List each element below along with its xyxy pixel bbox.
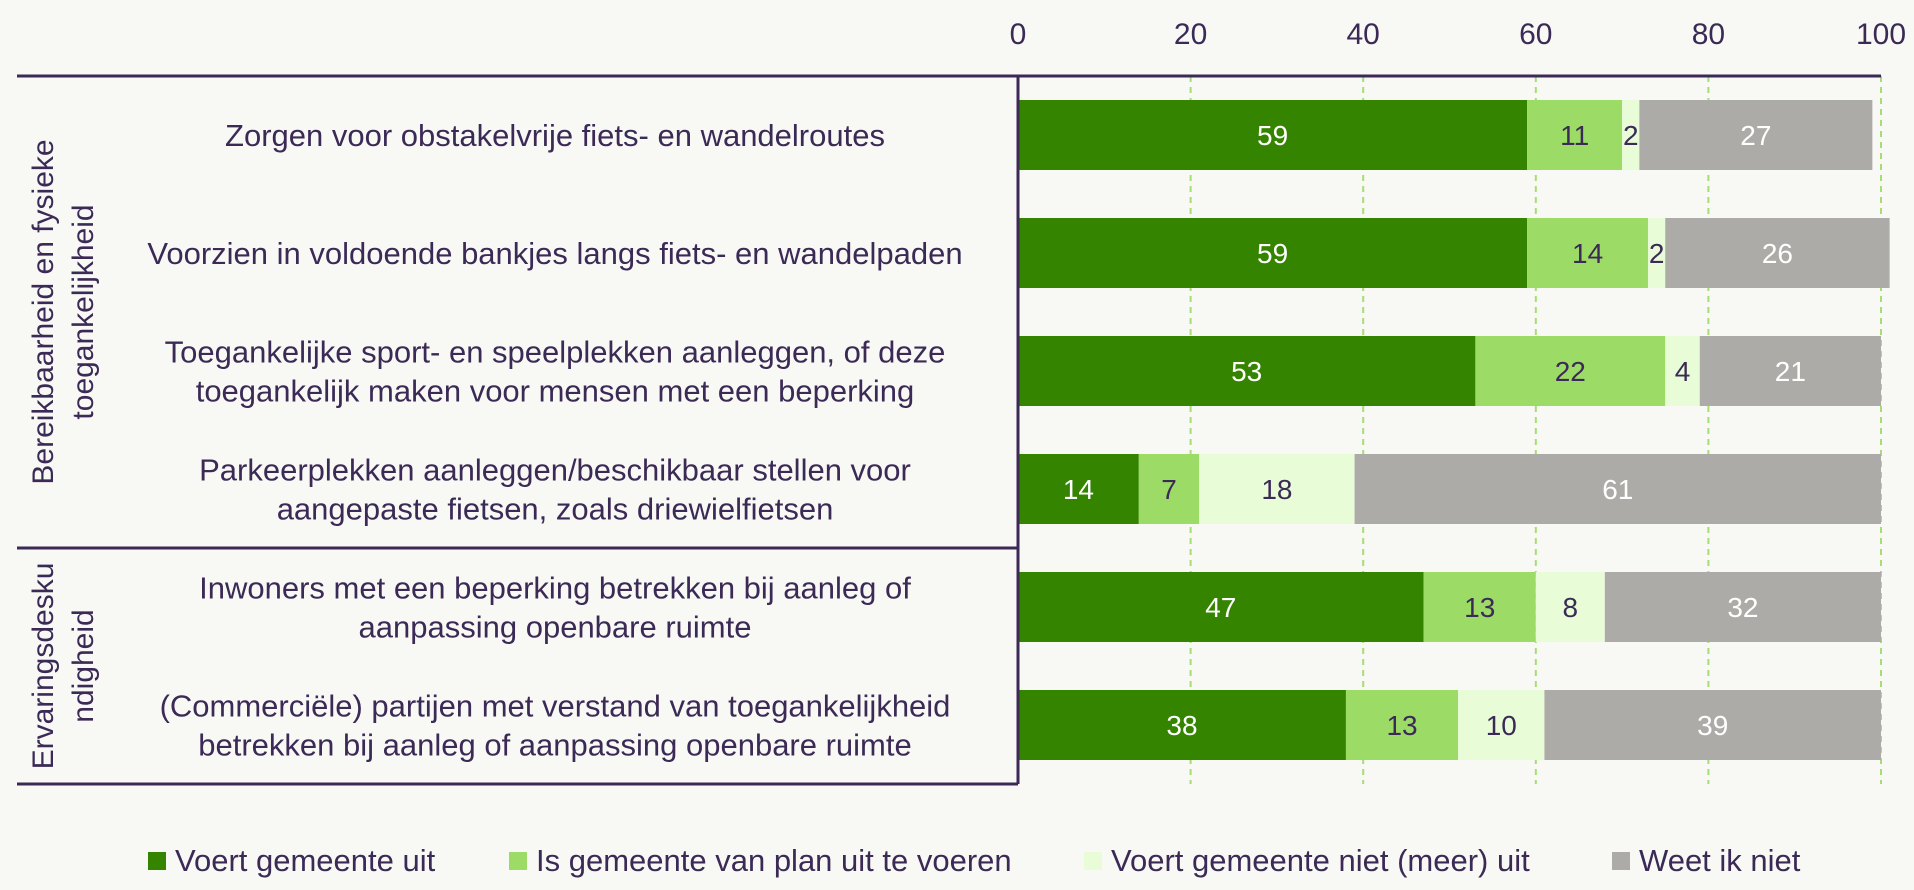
legend-label: Weet ik niet [1639, 843, 1801, 878]
group-label: toegankelijkheid [67, 204, 100, 419]
bar-segment [1535, 572, 1605, 642]
bar-segment [1639, 100, 1873, 170]
data-label: 27 [1740, 120, 1771, 151]
x-tick-label: 100 [1856, 18, 1906, 51]
gridlines [1189, 76, 1882, 784]
bar-segment [1604, 572, 1881, 642]
data-label: 39 [1697, 710, 1728, 741]
category-label: Inwoners met een beperking betrekken bij… [199, 571, 911, 606]
legend-swatch [148, 852, 166, 870]
bar-segment [1018, 454, 1139, 524]
legend-swatch [1612, 852, 1630, 870]
data-label: 47 [1205, 592, 1236, 623]
bar-segment [1647, 218, 1666, 288]
data-label: 11 [1560, 120, 1589, 151]
bar-segment [1622, 100, 1640, 170]
legend-label: Is gemeente van plan uit te voeren [536, 843, 1012, 878]
data-label: 8 [1563, 592, 1579, 623]
category-label: Zorgen voor obstakelvrije fiets- en wand… [225, 118, 885, 153]
legend-swatch [509, 852, 527, 870]
bar-segment [1018, 336, 1476, 406]
group-labels: Bereikbaarheid en fysieke toegankelijkhei… [27, 139, 100, 769]
category-label: aangepaste fietsen, zoals driewielfietse… [277, 492, 834, 527]
bar-segment [1665, 336, 1700, 406]
bar-segment [1699, 336, 1881, 406]
category-label: Parkeerplekken aanleggen/beschikbaar ste… [199, 453, 911, 488]
x-tick-label: 20 [1174, 18, 1207, 51]
data-label: 53 [1231, 356, 1262, 387]
bars: 59 11 2 27 59 14 2 26 53 22 4 21 14 7 18 61 47 13 8 32 38 13 1… [1018, 100, 1890, 760]
x-tick-label: 40 [1347, 18, 1380, 51]
data-label: 59 [1257, 120, 1288, 151]
data-label: 4 [1675, 356, 1691, 387]
bar-segment [1527, 218, 1648, 288]
category-label: Toegankelijke sport- en speelplekken aan… [165, 335, 946, 370]
data-label: 10 [1486, 710, 1517, 741]
table-frame [17, 74, 1881, 786]
legend-label: Voert gemeente niet (meer) uit [1111, 843, 1530, 878]
data-label: 26 [1762, 238, 1793, 269]
bar-segment [1345, 690, 1459, 760]
x-axis-ticks: 0 20 40 60 80 100 [1010, 18, 1906, 51]
bar-segment [1018, 100, 1528, 170]
group-label: ndigheid [67, 609, 100, 722]
bar-segment [1018, 218, 1528, 288]
data-label: 22 [1555, 356, 1586, 387]
legend-swatch [1084, 852, 1102, 870]
x-tick-label: 0 [1010, 18, 1027, 51]
data-label: 59 [1257, 238, 1288, 269]
category-label: betrekken bij aanleg of aanpassing openb… [198, 728, 911, 763]
data-label: 13 [1386, 710, 1417, 741]
data-label: 14 [1063, 474, 1094, 505]
legend: Voert gemeente uit Is gemeente van plan u… [148, 843, 1801, 878]
legend-label: Voert gemeente uit [175, 843, 436, 878]
data-label: 2 [1649, 238, 1665, 269]
data-label: 14 [1572, 238, 1603, 269]
bar-segment [1544, 690, 1881, 760]
bar-segment [1423, 572, 1536, 642]
category-labels: Zorgen voor obstakelvrije fiets- en wand… [147, 118, 962, 763]
data-label: 18 [1261, 474, 1292, 505]
bar-segment [1138, 454, 1200, 524]
data-label: 61 [1602, 474, 1633, 505]
bar-segment [1458, 690, 1545, 760]
bar-segment [1527, 100, 1623, 170]
bar-segment [1665, 218, 1890, 288]
bar-segment [1475, 336, 1666, 406]
bar-segment [1199, 454, 1355, 524]
bar-segment [1018, 572, 1424, 642]
category-label: Voorzien in voldoende bankjes langs fiet… [147, 236, 962, 271]
x-tick-label: 60 [1519, 18, 1552, 51]
group-label: Bereikbaarheid en fysieke [27, 139, 60, 484]
data-label: 13 [1464, 592, 1495, 623]
category-label: (Commerciële) partijen met verstand van … [160, 689, 951, 724]
category-label: toegankelijk maken voor mensen met een b… [196, 374, 915, 409]
group-label: Ervaringsdesku [27, 563, 60, 770]
data-label: 32 [1727, 592, 1758, 623]
bar-segment [1354, 454, 1881, 524]
x-tick-label: 80 [1692, 18, 1725, 51]
data-label: 21 [1775, 356, 1806, 387]
data-label: 38 [1166, 710, 1197, 741]
data-label: 7 [1161, 474, 1177, 505]
category-label: aanpassing openbare ruimte [359, 610, 752, 645]
bar-segment [1018, 690, 1346, 760]
data-label: 2 [1623, 120, 1639, 151]
